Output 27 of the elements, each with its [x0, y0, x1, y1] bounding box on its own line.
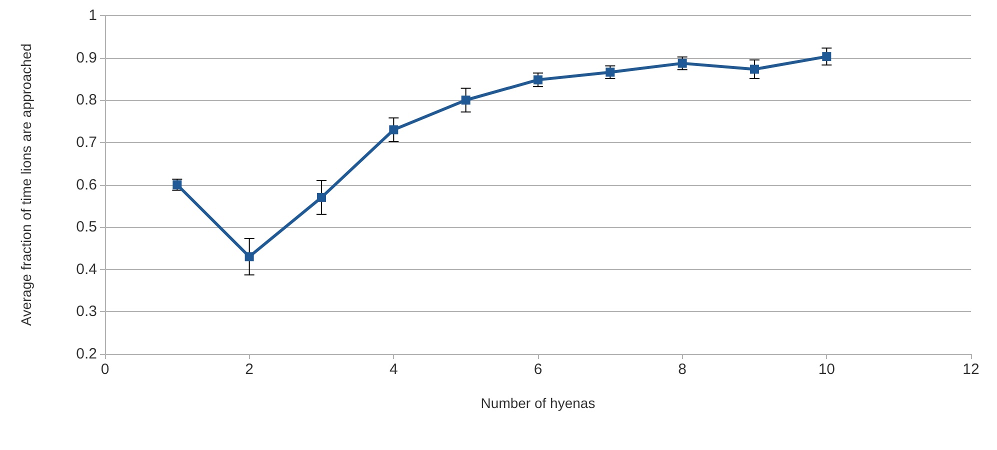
- x-tick-label: 10: [818, 361, 836, 378]
- x-tick-label: 4: [389, 361, 398, 378]
- y-tick-label: 0.7: [76, 134, 97, 151]
- point: [822, 52, 832, 62]
- point: [244, 252, 254, 262]
- x-tick-label: 6: [534, 361, 542, 378]
- point: [678, 58, 687, 68]
- x-tick-label: 12: [962, 361, 980, 378]
- y-tick-label: 1: [88, 7, 97, 24]
- point: [606, 68, 615, 77]
- y-tick-label: 0.9: [76, 49, 97, 66]
- y-tick-label: 0.3: [76, 303, 97, 320]
- x-tick-label: 0: [100, 361, 110, 378]
- y-tick-label: 0.6: [76, 176, 97, 194]
- point: [461, 96, 470, 105]
- x-axis-title: Number of hyenas: [480, 395, 596, 411]
- point: [750, 64, 759, 74]
- y-tick-label: 0.5: [76, 218, 97, 236]
- x-tick-label: 2: [245, 361, 254, 378]
- y-tick-label: 0.2: [76, 346, 97, 362]
- y-axis-title: Average fraction of time lions are approached: [18, 44, 34, 326]
- point: [317, 192, 326, 202]
- point: [389, 125, 398, 134]
- point: [534, 75, 542, 84]
- y-tick-label: 0.4: [76, 260, 97, 278]
- x-tick-label: 8: [678, 361, 687, 378]
- y-tick-label: 0.8: [76, 92, 97, 109]
